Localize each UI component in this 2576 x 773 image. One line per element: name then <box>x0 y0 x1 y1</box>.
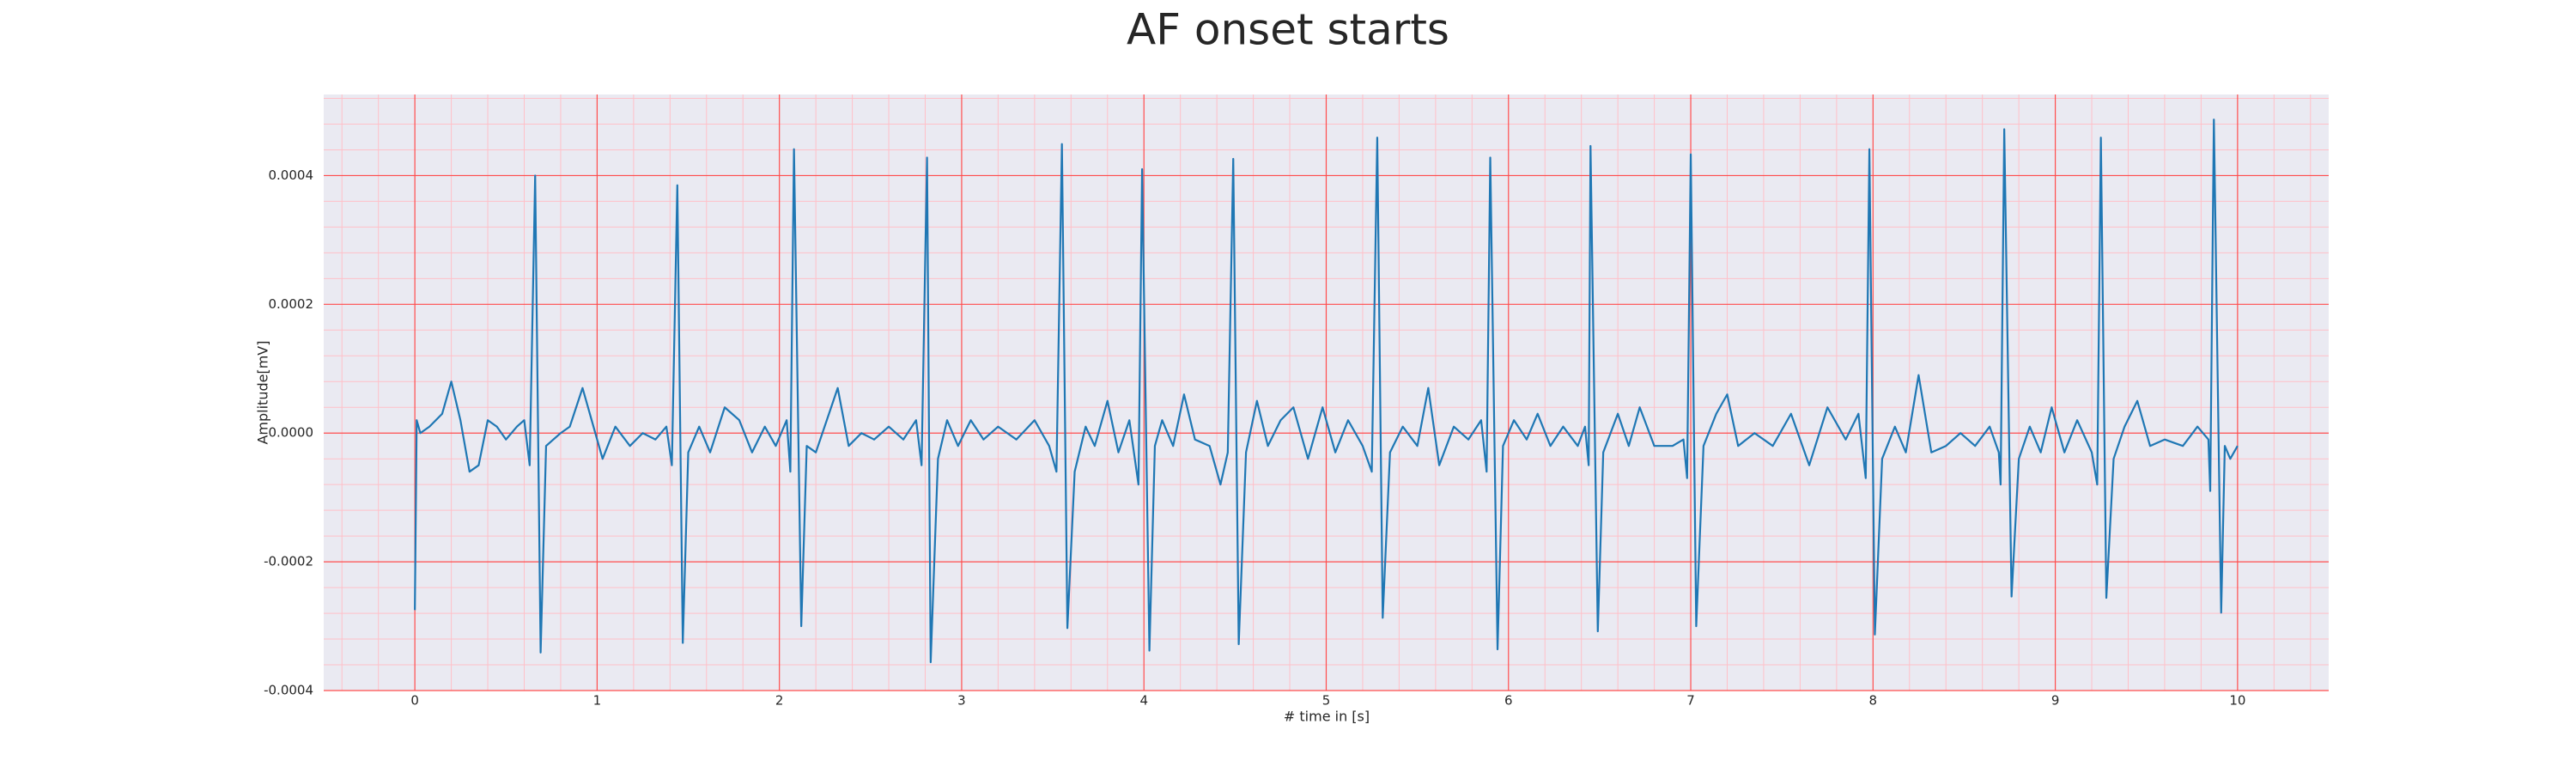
chart-title: AF onset starts <box>1127 5 1449 55</box>
x-tick-label: 5 <box>1322 693 1331 709</box>
signal-line <box>414 119 2239 664</box>
x-tick-label: 9 <box>2051 693 2060 709</box>
x-tick-label: 2 <box>775 693 784 709</box>
x-tick-label: 0 <box>410 693 419 709</box>
x-tick-label: 10 <box>2229 693 2245 709</box>
x-tick-label: 3 <box>957 693 966 709</box>
x-tick-label: 6 <box>1504 693 1513 709</box>
grid <box>324 94 2329 691</box>
y-tick-label: 0.0002 <box>269 296 314 312</box>
y-axis-label: Amplitude[mV] <box>255 340 271 444</box>
y-tick-label: -0.0004 <box>264 683 313 698</box>
x-tick-label: 7 <box>1686 693 1695 709</box>
y-tick-label: 0.0004 <box>269 167 314 183</box>
y-tick-label: -0.0002 <box>264 554 313 569</box>
x-axis-label: # time in [s] <box>1284 709 1370 725</box>
y-tick-label: 0.0000 <box>269 425 314 441</box>
x-tick-label: 4 <box>1139 693 1148 709</box>
x-tick-label: 1 <box>593 693 602 709</box>
x-tick-label: 8 <box>1869 693 1878 709</box>
